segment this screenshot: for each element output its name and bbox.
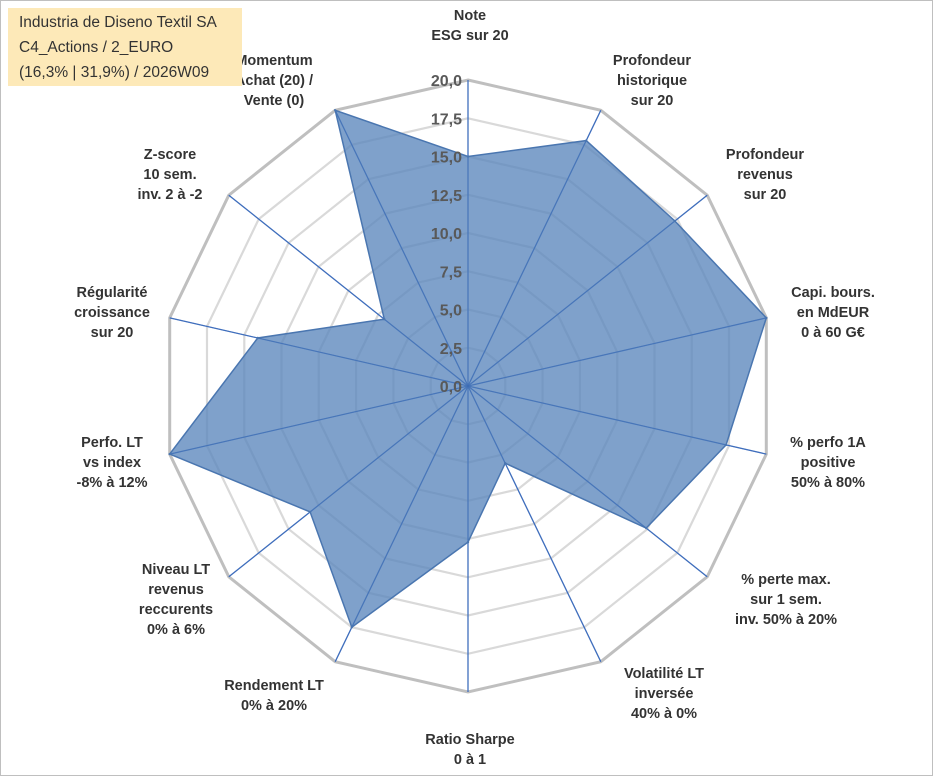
- axis-label-line: sur 20: [631, 93, 674, 109]
- data-point: [334, 109, 337, 112]
- axis-label: Volatilité LT inversée 40% à 0%: [624, 666, 704, 722]
- stats-line: (16,3% | 31,9%) / 2026W09: [19, 64, 210, 81]
- axis-label: Profondeur revenus sur 20: [726, 147, 804, 203]
- axis-label-line: croissance: [74, 305, 150, 321]
- axis-spoke-overlay: [467, 317, 767, 387]
- axis-label: Z-score 10 sem. inv. 2 à -2: [137, 147, 202, 203]
- data-point: [168, 452, 171, 456]
- axis-label-line: inv. 2 à -2: [137, 187, 202, 203]
- tick-label: 0,0: [440, 379, 462, 396]
- tick-label: 17,5: [431, 111, 462, 128]
- axis-label-line: Volatilité LT: [624, 666, 704, 682]
- axis-label-line: Note: [454, 8, 486, 24]
- axis-spoke-overlay: [169, 317, 469, 387]
- data-point: [350, 626, 353, 629]
- tick-label: 7,5: [440, 264, 462, 281]
- axis-spoke-overlay: [169, 385, 469, 455]
- axis-label-line: sur 20: [91, 325, 134, 341]
- axis-label-line: -8% à 12%: [77, 475, 148, 491]
- axis-label-line: 40% à 0%: [631, 706, 697, 722]
- axis-spoke-overlay: [467, 385, 602, 662]
- axis-label-line: 0% à 20%: [241, 698, 307, 714]
- axis-label-line: % perfo 1A: [790, 435, 866, 451]
- data-point: [466, 155, 470, 158]
- axis-label-line: Profondeur: [613, 53, 691, 69]
- tick-label: 10,0: [431, 226, 462, 243]
- axis-label-line: vs index: [83, 455, 141, 471]
- axis-label-line: inv. 50% à 20%: [735, 612, 837, 628]
- axis-label-line: 0% à 6%: [147, 622, 205, 638]
- axis-label-line: Profondeur: [726, 147, 804, 163]
- axis-label: Note ESG sur 20: [431, 8, 508, 44]
- data-point: [256, 336, 259, 340]
- axis-spoke-overlay: [467, 110, 602, 387]
- data-series: [168, 80, 768, 692]
- axis-label: % perte max. sur 1 sem. inv. 50% à 20%: [735, 572, 837, 628]
- radial-tick-labels: 0,0 2,5 5,0 7,5 10,0 12,5 15,0 17,5 20,0: [431, 73, 462, 396]
- data-point: [383, 318, 386, 321]
- axis-label-line: Perfo. LT: [81, 435, 143, 451]
- axis-label: Régularité croissance sur 20: [74, 285, 150, 341]
- axis-label: Momentum Achat (20) / Vente (0): [235, 53, 313, 109]
- axis-label-line: Z-score: [144, 147, 196, 163]
- axis-spoke-overlay: [467, 194, 708, 387]
- axis-label-line: Niveau LT: [142, 562, 210, 578]
- axis-label-line: reccurents: [139, 602, 213, 618]
- axis-label-line: 0 à 60 G€: [801, 325, 865, 341]
- tick-label: 15,0: [431, 150, 462, 167]
- axis-spoke-overlay: [228, 385, 469, 578]
- axis-label: Capi. bours. en MdEUR 0 à 60 G€: [791, 285, 875, 341]
- axis-label-line: Achat (20) /: [235, 73, 313, 89]
- axis-label-line: Vente (0): [244, 93, 305, 109]
- axis-spoke-overlay: [334, 385, 469, 662]
- axis-label-line: revenus: [737, 167, 793, 183]
- axis-label-line: historique: [617, 73, 687, 89]
- axis-label-line: Ratio Sharpe: [425, 732, 514, 748]
- axis-label: Profondeur historique sur 20: [613, 53, 691, 109]
- axis-label-line: 10 sem.: [143, 167, 196, 183]
- axis-label: Ratio Sharpe 0 à 1: [425, 732, 514, 768]
- axis-label-line: revenus: [148, 582, 204, 598]
- data-point: [585, 139, 588, 142]
- data-point: [673, 219, 677, 223]
- axis-label-line: sur 20: [744, 187, 787, 203]
- axis-label-line: 50% à 80%: [791, 475, 865, 491]
- axis-label-line: inversée: [635, 686, 694, 702]
- axis-label-line: % perte max.: [741, 572, 830, 588]
- category-line: C4_Actions / 2_EURO: [19, 39, 174, 56]
- axis-label-line: ESG sur 20: [431, 28, 508, 44]
- company-name: Industria de Diseno Textil SA: [19, 14, 217, 31]
- tick-label: 5,0: [440, 303, 462, 320]
- axis-label: % perfo 1A positive 50% à 80%: [790, 435, 866, 491]
- axis-label-line: Capi. bours.: [791, 285, 875, 301]
- axis-label: Niveau LT revenus reccurents 0% à 6%: [139, 562, 213, 638]
- title-box: Industria de Diseno Textil SA C4_Actions…: [8, 8, 242, 86]
- axis-label: Rendement LT 0% à 20%: [224, 678, 324, 714]
- data-point: [724, 443, 728, 447]
- axis-label-line: 0 à 1: [454, 752, 486, 768]
- axis-label: Perfo. LT vs index -8% à 12%: [77, 435, 148, 491]
- data-point: [765, 316, 768, 320]
- tick-label: 20,0: [431, 73, 462, 90]
- axis-label-line: Rendement LT: [224, 678, 324, 694]
- tick-label: 12,5: [431, 188, 462, 205]
- tick-label: 2,5: [440, 341, 462, 358]
- data-point: [308, 510, 312, 514]
- axis-label-line: Régularité: [77, 285, 148, 301]
- data-point: [645, 526, 648, 530]
- axis-label-line: sur 1 sem.: [750, 592, 822, 608]
- data-point: [466, 540, 470, 544]
- axis-label-line: en MdEUR: [797, 305, 870, 321]
- axis-label-line: positive: [801, 455, 856, 471]
- axis-spoke-overlay: [228, 194, 469, 387]
- axis-spoke-overlay: [334, 110, 469, 387]
- axis-label-line: Momentum: [235, 53, 312, 69]
- axis-labels: Note ESG sur 20 Profondeur historique sur 20…: [74, 8, 875, 768]
- axis-spoke-overlay: [467, 385, 767, 455]
- data-point: [504, 462, 507, 465]
- axis-spoke-overlay: [467, 385, 708, 578]
